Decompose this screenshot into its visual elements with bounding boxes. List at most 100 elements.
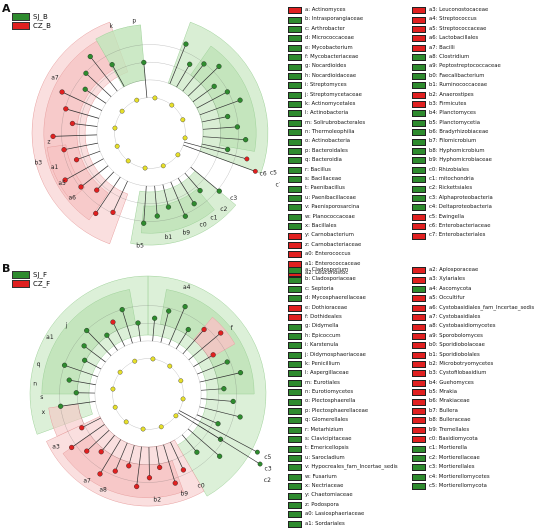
- key-item: b: Intrasporangiaceae: [288, 15, 365, 24]
- sector-label: c7: [276, 182, 280, 189]
- tree-node: [235, 124, 240, 129]
- key-swatch: [288, 408, 302, 415]
- key-swatch: [288, 324, 302, 331]
- tree-node: [187, 62, 192, 67]
- tree-node: [225, 114, 230, 119]
- sector-label: c0: [198, 482, 205, 489]
- key-swatch: [412, 129, 426, 136]
- key-item: j: Didymosphaeriaceae: [288, 351, 398, 360]
- key-label: t: Emericellopsis: [305, 444, 349, 453]
- tree-node: [170, 103, 174, 107]
- key-item: c0: Rhizobiales: [412, 166, 501, 175]
- tree-node: [82, 343, 87, 348]
- key-label: a0: Lasiosphaeriaceae: [305, 510, 364, 519]
- key-label: b2: Microbotryomycetes: [429, 360, 493, 369]
- key-label: s: Bacillaceae: [305, 175, 341, 184]
- key-label: s: Clavicipitaceae: [305, 435, 351, 444]
- key-item: a8: Cystobasidiomycetes: [412, 322, 534, 331]
- key-label: c4: Deltaproteobacteria: [429, 203, 492, 212]
- key-label: w: Planococcaceae: [305, 213, 355, 222]
- key-swatch: [412, 101, 426, 108]
- key-swatch: [288, 370, 302, 377]
- key-label: b: Cladosporiaceae: [305, 275, 356, 284]
- key-label: z: Podospora: [305, 501, 339, 510]
- key-swatch: [412, 82, 426, 89]
- sector-label: c5: [264, 454, 271, 461]
- key-item: z: Podospora: [288, 501, 398, 510]
- sector-label: a5: [58, 180, 66, 187]
- tree-node: [111, 387, 115, 391]
- key-swatch: [412, 277, 426, 284]
- tree-node: [110, 62, 115, 67]
- sector-label: b5: [136, 242, 144, 249]
- key-item: b6: Mrakiaceae: [412, 397, 534, 406]
- key-swatch: [288, 521, 302, 528]
- tree-node: [120, 307, 125, 312]
- tree-node: [118, 370, 122, 374]
- tree-node: [225, 147, 230, 152]
- tree-node: [93, 211, 98, 216]
- key-item: b2: Microbotryomycetes: [412, 360, 534, 369]
- sector-label: c5: [270, 170, 277, 177]
- sector-label: a7: [83, 477, 91, 484]
- key-swatch: [288, 176, 302, 183]
- key-label: u: Paenibacillaceae: [305, 194, 356, 203]
- key-swatch: [412, 352, 426, 359]
- sector-label: a4: [183, 284, 191, 291]
- key-item: a2: Aplosporaceae: [412, 266, 534, 275]
- key-label: e: Dothioraceae: [305, 304, 347, 313]
- tree-node: [202, 327, 207, 332]
- key-label: k: Actinomycetales: [305, 100, 355, 109]
- key-item: c3: Mortierellales: [412, 463, 534, 472]
- tree-node: [231, 399, 236, 404]
- key-label: a5: Streptococcaceae: [429, 25, 486, 34]
- key-label: a: Actinomyces: [305, 6, 346, 15]
- key-swatch: [288, 82, 302, 89]
- key-item: g: Didymella: [288, 322, 398, 331]
- key-swatch: [288, 511, 302, 518]
- tree-node: [183, 136, 187, 140]
- tree-ring: [95, 341, 201, 447]
- key-label: t: Paenibacillus: [305, 184, 345, 193]
- key-item: p: Bacteroidales: [288, 147, 365, 156]
- key-label: y: Carnobacterium: [305, 231, 354, 240]
- key-item: s: Bacillaceae: [288, 175, 365, 184]
- tree-node: [181, 118, 185, 122]
- key-label: e: Mycobacterium: [305, 44, 353, 53]
- tree-node: [51, 134, 56, 139]
- key-item: w: Planococcaceae: [288, 213, 365, 222]
- key-item: c: Septoria: [288, 285, 398, 294]
- key-label: b0: Faecalibacterium: [429, 72, 484, 81]
- sector-label: b9: [183, 229, 191, 236]
- key-item: a: Cladosporium: [288, 266, 398, 275]
- key-item: a6: Lactobacillales: [412, 34, 501, 43]
- key-swatch: [288, 295, 302, 302]
- cladogram-a: a7b3pkc3c2c1c0b9b1b5a6a5a1zc6c5c7: [20, 8, 280, 258]
- sector-label: k: [110, 23, 114, 30]
- tree-node: [94, 188, 99, 193]
- key-item: g: Nocardioides: [288, 62, 365, 71]
- key-label: l: Aspergillaceae: [305, 369, 349, 378]
- key-item: a9: Peptostreptococcaceae: [412, 62, 501, 71]
- tree-ring: [113, 359, 184, 430]
- sector-label: c2: [220, 206, 227, 213]
- key-item: a6: Cystobasidiales_fam_Incertae_sedis: [412, 304, 534, 313]
- sector-label: b9: [181, 490, 189, 497]
- key-item: o: Plectosphaerella: [288, 397, 398, 406]
- key-item: c4: Mortierellomycetes: [412, 473, 534, 482]
- tree-node: [82, 358, 87, 363]
- key-label: i: Streptomyces: [305, 81, 347, 90]
- key-swatch: [288, 267, 302, 274]
- key-label: u: Sarocladium: [305, 454, 345, 463]
- tree-node: [166, 309, 171, 314]
- key-item: b8: Bulleraceae: [412, 416, 534, 425]
- sector-label: b2: [153, 496, 161, 503]
- key-label: o: Actinobacteria: [305, 137, 350, 146]
- key-label: c: Septoria: [305, 285, 334, 294]
- key-label: c3: Alphaproteobacteria: [429, 194, 493, 203]
- key-label: a1: Sordariales: [305, 520, 345, 529]
- key-swatch: [288, 286, 302, 293]
- tree-node: [62, 147, 67, 152]
- key-label: z: Carnobacteriaceae: [305, 241, 361, 250]
